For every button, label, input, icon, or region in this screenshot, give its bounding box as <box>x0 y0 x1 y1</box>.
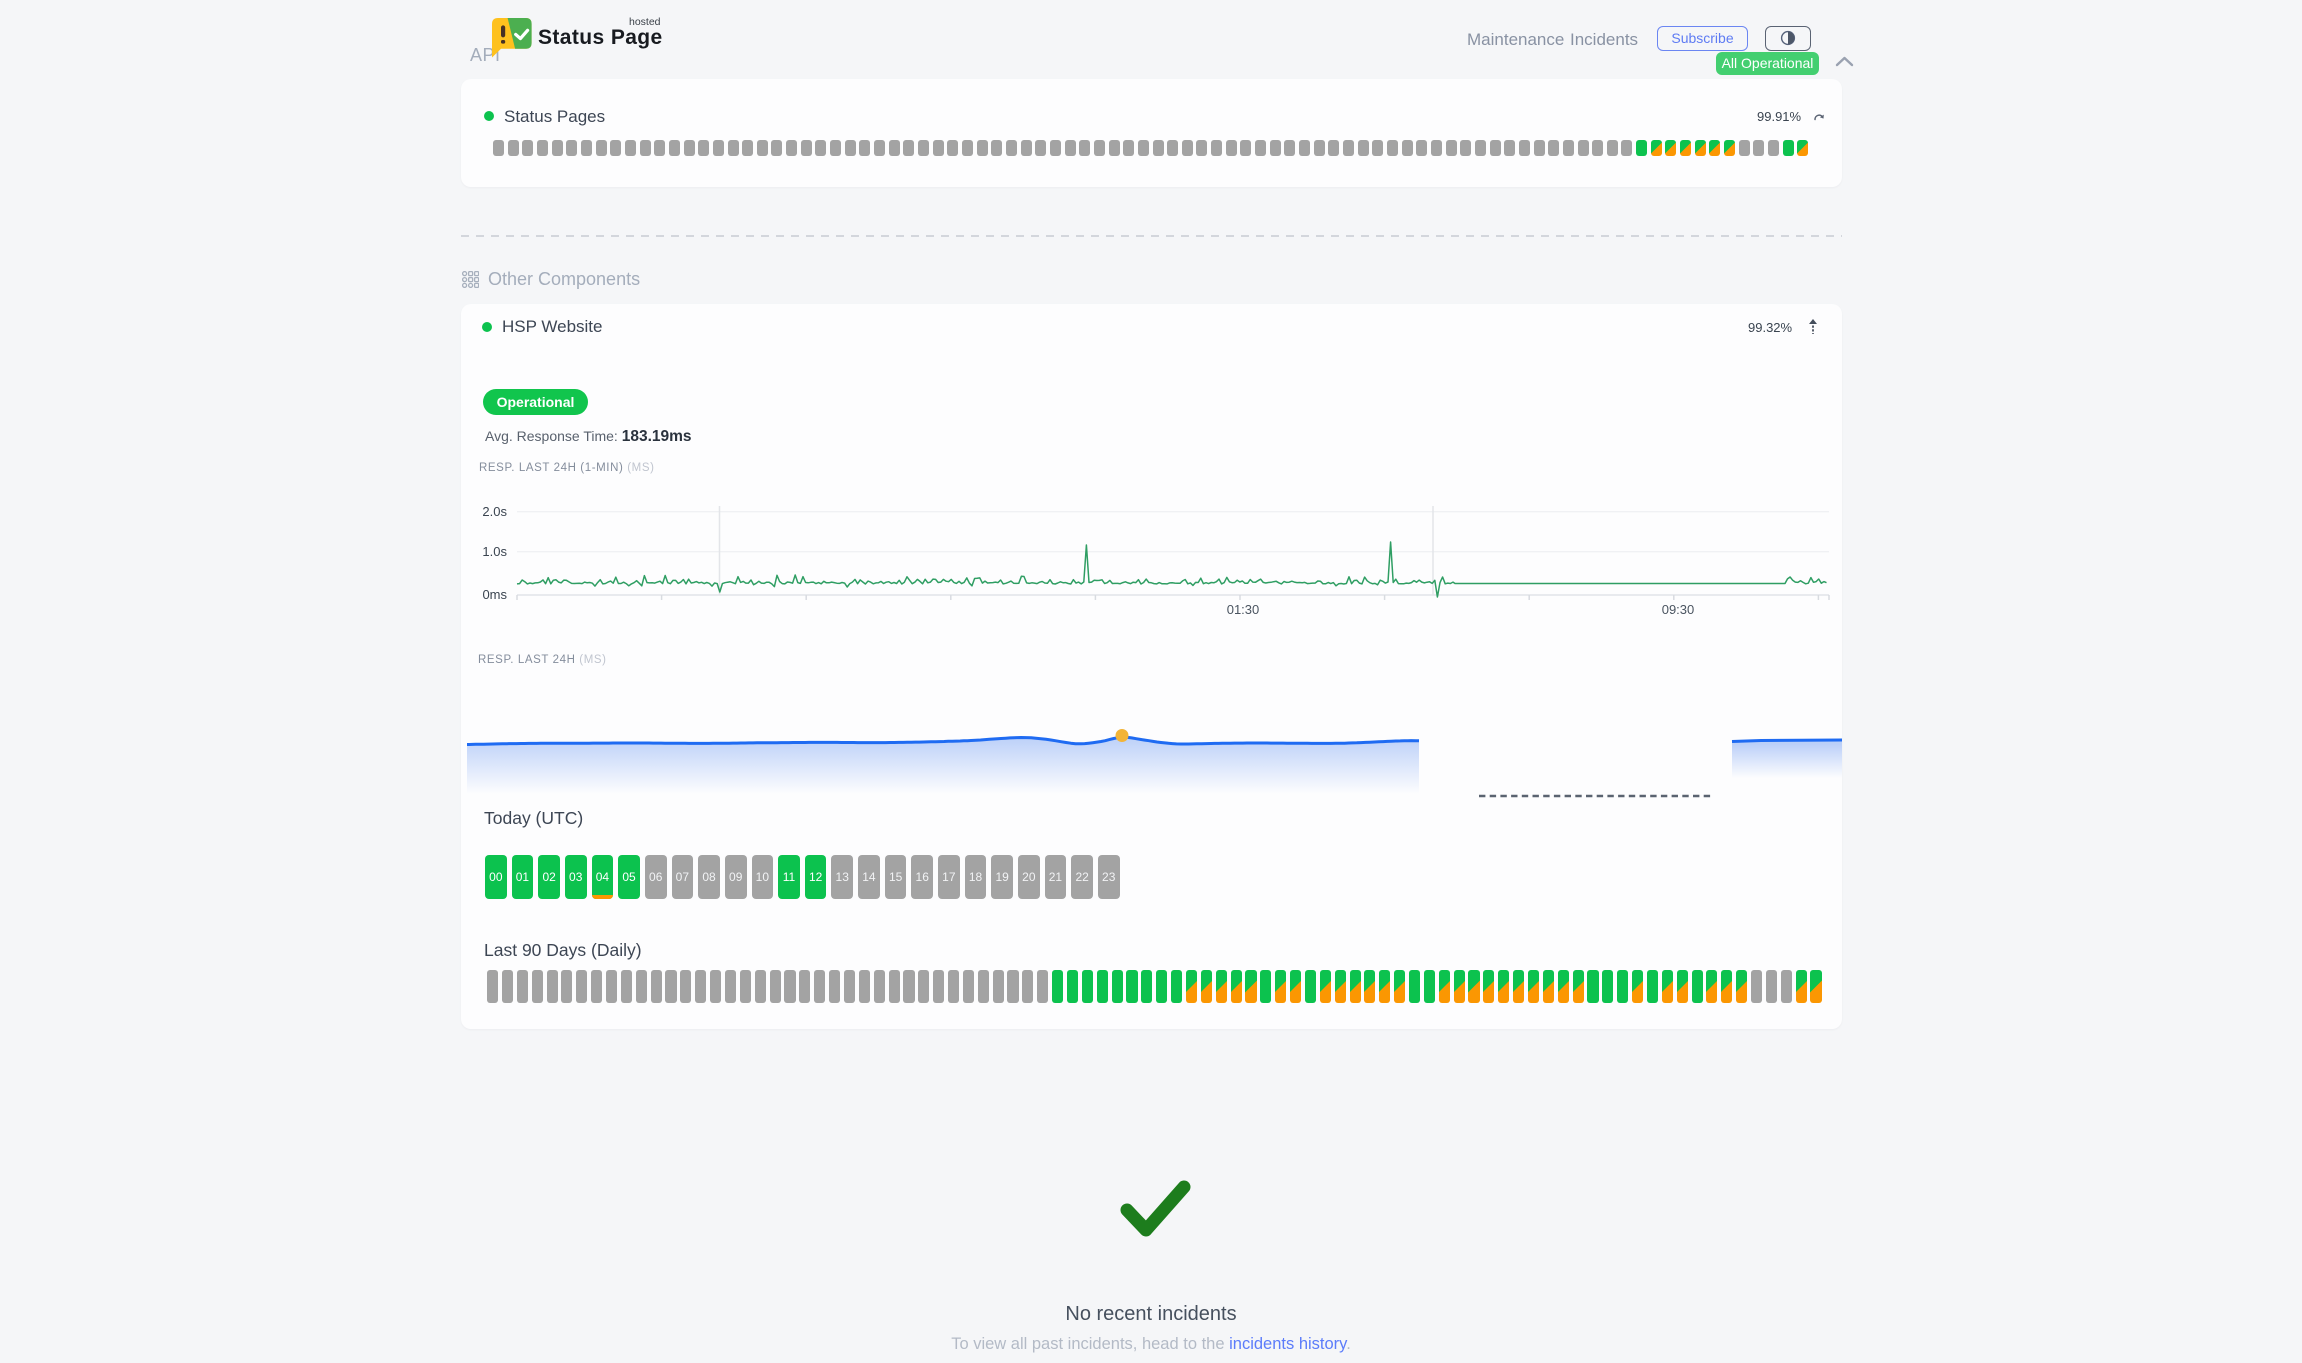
svg-text:2.0s: 2.0s <box>482 504 507 519</box>
svg-text:0ms: 0ms <box>482 587 507 602</box>
svg-text:09:30: 09:30 <box>1662 602 1695 617</box>
svg-text:1.0s: 1.0s <box>482 544 507 559</box>
svg-text:01:30: 01:30 <box>1227 602 1260 617</box>
